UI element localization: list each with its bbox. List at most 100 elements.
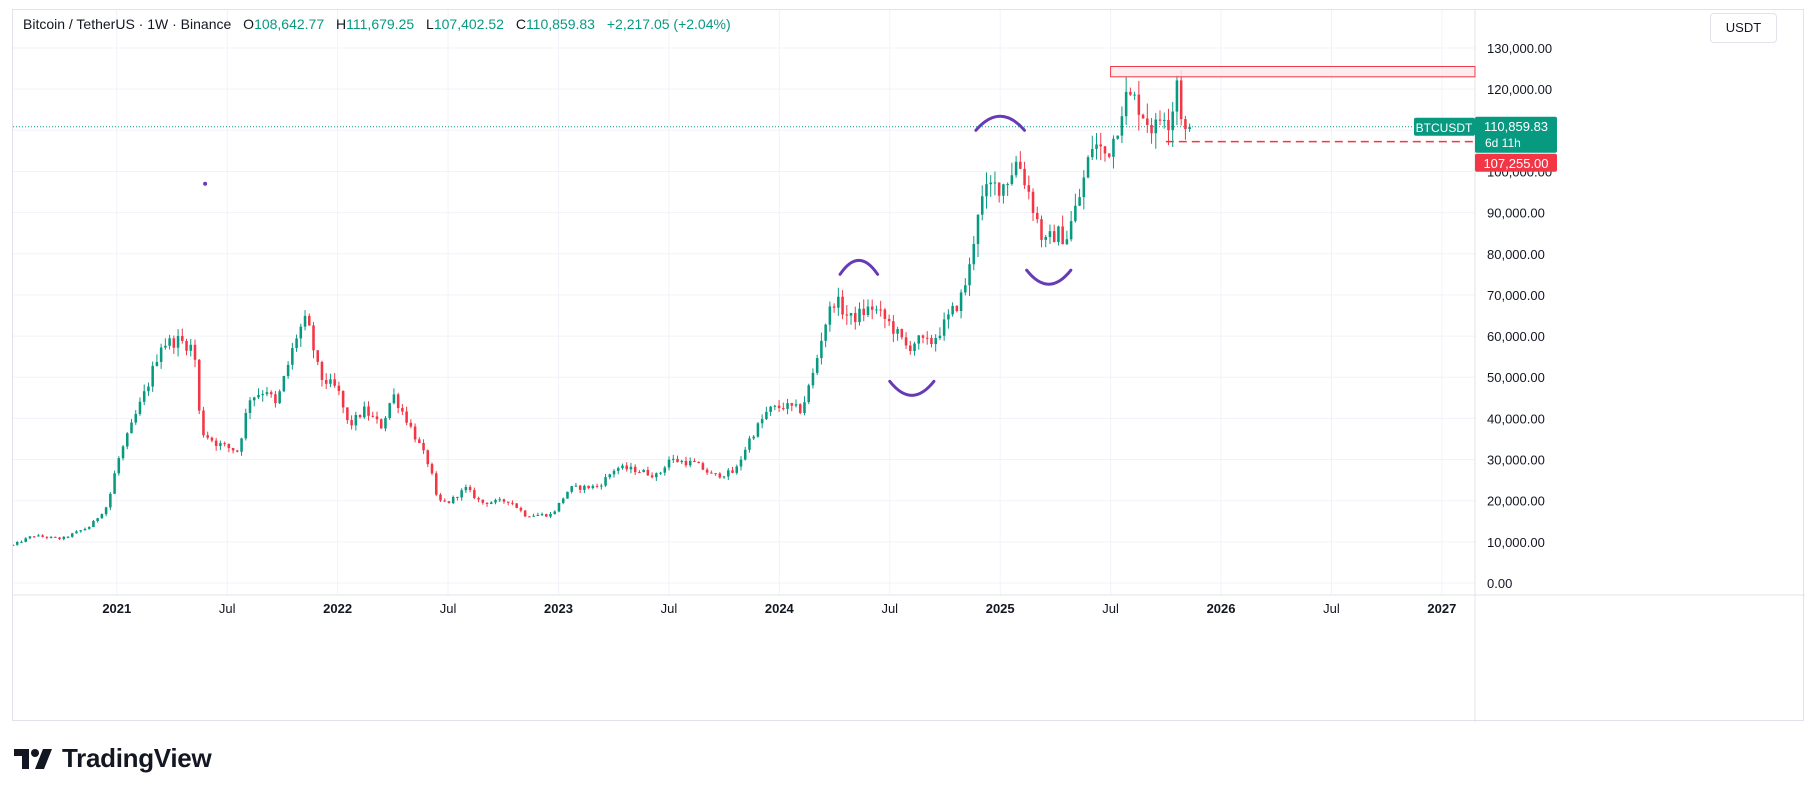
candle-body bbox=[875, 309, 878, 311]
candle-body bbox=[782, 408, 785, 410]
candle-body bbox=[828, 306, 832, 325]
candle-body bbox=[227, 444, 231, 448]
candle-body bbox=[337, 385, 341, 391]
candle-body bbox=[409, 422, 413, 427]
close-value: 110,859.83 bbox=[525, 16, 595, 32]
candle-body bbox=[295, 338, 298, 349]
candle-body bbox=[447, 501, 451, 504]
candle-body bbox=[418, 439, 421, 444]
candle-body bbox=[502, 499, 506, 502]
candle-body bbox=[959, 292, 963, 312]
candle-body bbox=[731, 470, 734, 473]
arc-bottom-drawing[interactable] bbox=[1025, 268, 1073, 286]
candle-body bbox=[147, 386, 150, 392]
candle-body bbox=[32, 536, 36, 538]
candle-body bbox=[858, 308, 861, 323]
candle-body bbox=[1086, 157, 1090, 178]
currency-button[interactable]: USDT bbox=[1710, 13, 1777, 43]
candle-body bbox=[1116, 135, 1119, 139]
candle-body bbox=[583, 485, 586, 490]
last-price-text: 110,859.83 bbox=[1484, 119, 1548, 134]
candle-body bbox=[947, 314, 950, 320]
y-tick-label: 10,000.00 bbox=[1487, 535, 1545, 550]
candle-body bbox=[1091, 148, 1094, 158]
open-label: O bbox=[243, 16, 255, 32]
candle-body bbox=[49, 536, 53, 538]
price-axis[interactable]: 0.00 10,000.00 20,000.00 30,000.00 40,000.00… bbox=[1487, 41, 1552, 591]
candle-body bbox=[45, 536, 49, 538]
candle-body bbox=[655, 473, 658, 478]
candle-body bbox=[1027, 185, 1031, 192]
candle-body bbox=[1069, 221, 1073, 240]
candle-body bbox=[803, 402, 806, 413]
candle-body bbox=[1146, 118, 1149, 125]
candle-body bbox=[1171, 111, 1174, 131]
symbol-title[interactable]: Bitcoin / TetherUS · 1W · Binance bbox=[23, 16, 232, 32]
price-chart[interactable]: 0.00 10,000.00 20,000.00 30,000.00 40,000.00… bbox=[13, 10, 1805, 722]
high-label: H bbox=[336, 16, 347, 32]
candle-body bbox=[333, 379, 336, 386]
candle-body bbox=[511, 502, 514, 504]
candle-body bbox=[574, 485, 578, 487]
drawing-dot[interactable] bbox=[203, 181, 208, 186]
candle-body bbox=[1006, 184, 1009, 186]
candle-body bbox=[705, 469, 709, 473]
time-axis[interactable]: 2021 Jul 2022 Jul 2023 Jul 2024 Jul 2025 Jul 2026 J… bbox=[102, 601, 1456, 616]
candle-body bbox=[667, 459, 671, 468]
resistance-zone[interactable] bbox=[1110, 66, 1476, 78]
candle-body bbox=[519, 507, 523, 511]
candle-body bbox=[549, 513, 552, 517]
tradingview-logo[interactable]: TradingView bbox=[14, 743, 212, 774]
candle-body bbox=[570, 486, 573, 492]
drawing-annotations[interactable] bbox=[203, 66, 1476, 397]
candle-body bbox=[329, 379, 332, 384]
candle-body bbox=[879, 309, 882, 311]
candle-body bbox=[536, 514, 540, 516]
candle-body bbox=[291, 348, 294, 365]
candle-body bbox=[904, 337, 908, 346]
candle-body bbox=[1162, 119, 1166, 121]
candle-body bbox=[1057, 226, 1060, 242]
candle-body bbox=[930, 337, 933, 345]
y-tick-label: 30,000.00 bbox=[1487, 453, 1545, 468]
candle-body bbox=[756, 423, 760, 437]
candle-body bbox=[104, 507, 108, 515]
candle-body bbox=[240, 438, 243, 452]
candle-body bbox=[299, 326, 303, 339]
candle-body bbox=[739, 459, 743, 467]
candle-body bbox=[363, 406, 366, 418]
candle-body bbox=[159, 347, 163, 362]
arc-top-drawing[interactable] bbox=[838, 258, 880, 276]
candle-body bbox=[1141, 114, 1145, 119]
candle-body bbox=[680, 460, 684, 463]
candle-body bbox=[24, 538, 27, 542]
arc-bottom-drawing[interactable] bbox=[888, 379, 936, 397]
arc-top-drawing[interactable] bbox=[974, 114, 1026, 132]
candle-body bbox=[1107, 153, 1111, 157]
candle-body bbox=[269, 392, 273, 395]
candle-body bbox=[460, 490, 463, 498]
candle-body bbox=[126, 433, 129, 447]
candle-body bbox=[392, 394, 396, 404]
chart-frame[interactable]: 0.00 10,000.00 20,000.00 30,000.00 40,000.00… bbox=[12, 9, 1805, 722]
candle-body bbox=[261, 394, 264, 396]
ticker-tag-text: BTCUSDT bbox=[1416, 121, 1473, 135]
candle-body bbox=[248, 400, 252, 413]
candle-body bbox=[633, 466, 637, 473]
low-value: 107,402.52 bbox=[433, 16, 504, 32]
candle-body bbox=[722, 476, 726, 478]
y-tick-label: 90,000.00 bbox=[1487, 206, 1545, 221]
candle-body bbox=[663, 467, 667, 473]
candle-body bbox=[1099, 144, 1103, 147]
candle-body bbox=[1002, 184, 1005, 196]
candle-body bbox=[676, 458, 679, 463]
last-price-tag bbox=[1475, 116, 1557, 153]
candle-body bbox=[117, 458, 121, 474]
candle-body bbox=[62, 536, 66, 540]
candle-body bbox=[773, 405, 777, 407]
candle-body bbox=[968, 264, 971, 286]
candle-body bbox=[1040, 219, 1043, 240]
candle-body bbox=[1154, 119, 1158, 134]
candle-body bbox=[405, 411, 408, 423]
candle-body bbox=[193, 344, 197, 360]
